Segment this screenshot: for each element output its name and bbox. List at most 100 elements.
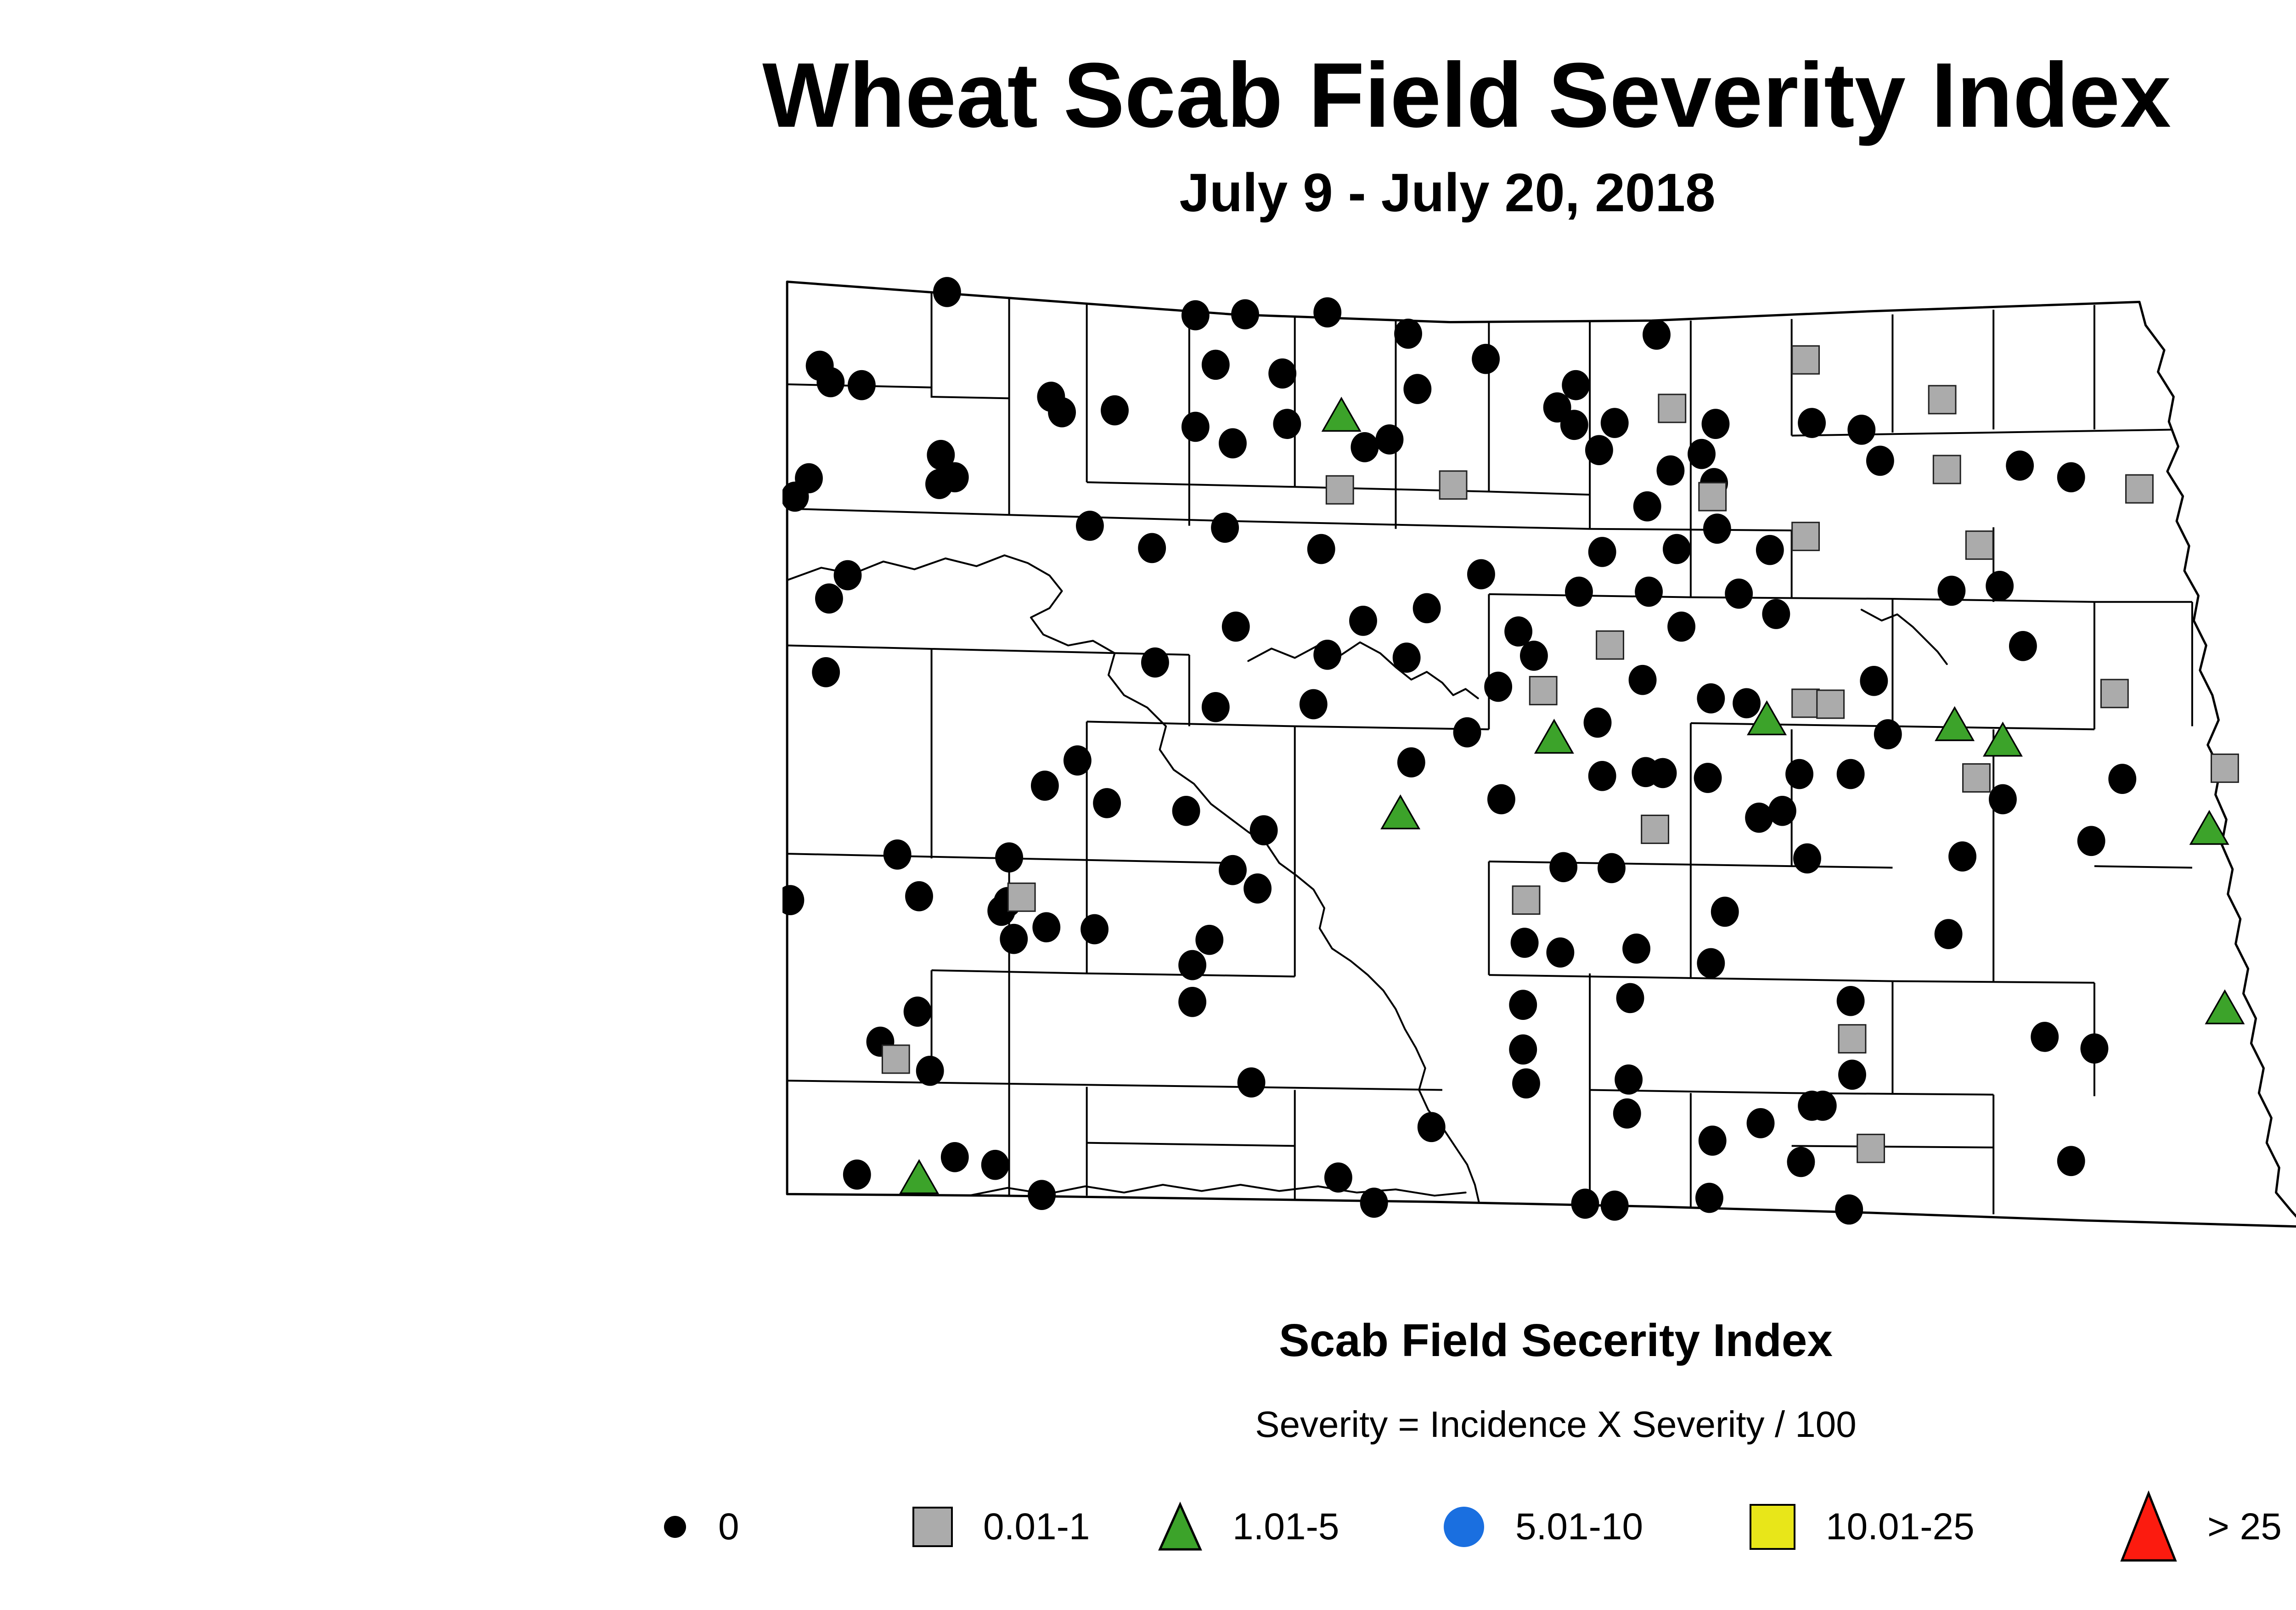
map-marker-dot xyxy=(1030,771,1059,801)
map-marker-dot xyxy=(1643,320,1671,350)
map-marker-dot xyxy=(995,842,1024,873)
page-title: Wheat Scab Field Severity Index xyxy=(762,44,2171,146)
map-marker-dot xyxy=(1733,688,1761,719)
map-marker-dot xyxy=(1512,1068,1540,1099)
map-marker-dot xyxy=(1181,300,1210,331)
map-marker-dot xyxy=(1989,784,2017,815)
map-marker-dot xyxy=(1866,445,1894,476)
map-marker-square xyxy=(881,1044,910,1074)
map-marker-dot xyxy=(1201,349,1230,380)
map-marker-dot xyxy=(1838,1059,1866,1090)
map-marker-dot xyxy=(1417,1112,1446,1143)
map-marker-square xyxy=(1698,482,1727,512)
map-marker-dot xyxy=(927,439,955,470)
map-marker-dot xyxy=(1874,719,1902,749)
map-marker-dot xyxy=(1571,1188,1599,1219)
map-marker-square xyxy=(1791,522,1820,552)
map-marker-square xyxy=(1838,1024,1867,1054)
map-marker-dot xyxy=(1141,647,1169,678)
map-marker-dot xyxy=(1701,409,1730,439)
map-marker-dot xyxy=(1237,1067,1266,1098)
map-marker-dot xyxy=(1313,639,1342,670)
map-marker-dot xyxy=(1509,990,1537,1020)
map-marker-dot xyxy=(1313,297,1342,328)
map-marker-dot xyxy=(1622,933,1650,964)
map-marker-dot xyxy=(2080,1033,2109,1064)
map-marker-square xyxy=(1529,676,1558,705)
legend-item-4: 5.01-10 xyxy=(1442,1474,1643,1580)
map-marker-dot xyxy=(1847,414,1876,445)
legend-item-1: 0 xyxy=(661,1474,739,1580)
map-marker-dot xyxy=(1583,707,1612,738)
map-marker-dot xyxy=(1268,358,1297,389)
map-marker-triangle xyxy=(1321,396,1362,432)
map-marker-dot xyxy=(1948,841,1976,872)
map-marker-square xyxy=(1791,688,1820,718)
map-marker-dot xyxy=(1745,802,1773,833)
map-marker-dot xyxy=(1349,606,1377,636)
map-marker-dot xyxy=(1519,641,1548,671)
map-marker-square xyxy=(2211,753,2239,783)
map-marker-dot xyxy=(2077,826,2105,856)
map-marker-dot xyxy=(1697,948,1725,979)
map-marker-dot xyxy=(1080,914,1109,945)
legend-item-5: 10.01-25 xyxy=(1749,1474,1975,1580)
map-marker-dot xyxy=(1549,852,1578,883)
map-marker-dot xyxy=(1808,1091,1837,1121)
map-marker-dot xyxy=(883,839,912,870)
map-marker-dot xyxy=(1616,983,1644,1013)
map-marker-dot xyxy=(1028,1180,1056,1210)
map-marker-dot xyxy=(848,370,876,400)
map-marker-dot xyxy=(1633,491,1661,522)
map-marker-dot xyxy=(1453,717,1481,748)
map-marker-dot xyxy=(1762,599,1790,629)
legend-label: 1.01-5 xyxy=(1232,1506,1339,1548)
map-marker-dot xyxy=(782,481,809,512)
map-marker-dot xyxy=(1934,919,1963,949)
map-marker-square xyxy=(1325,475,1354,505)
map-marker-dot xyxy=(1403,374,1432,404)
map-marker-dot xyxy=(1392,642,1421,673)
devils-lake xyxy=(1248,642,1478,698)
state-outline xyxy=(787,282,2296,1227)
map-marker-dot xyxy=(1697,683,1725,714)
map-marker-triangle xyxy=(2205,989,2245,1025)
map-marker-square xyxy=(1658,394,1687,423)
map-marker-dot xyxy=(903,996,932,1027)
map-marker-square xyxy=(2100,679,2129,709)
map-marker-dot xyxy=(1360,1188,1388,1218)
map-marker-dot xyxy=(1562,370,1590,400)
legend-formula: Severity = Incidence X Severity / 100 xyxy=(1255,1404,1857,1445)
map-marker-dot xyxy=(1600,1190,1629,1221)
map-marker-dot xyxy=(2108,764,2137,794)
map-marker-dot xyxy=(1178,987,1207,1017)
legend-label: 0.01-1 xyxy=(983,1506,1090,1548)
map-marker-dot xyxy=(1694,763,1722,793)
dot-swatch-icon xyxy=(661,1513,689,1541)
map-marker-dot xyxy=(1484,671,1513,702)
map-marker-dot xyxy=(1613,1098,1641,1129)
map-marker-dot xyxy=(2057,462,2085,493)
map-marker-dot xyxy=(1273,409,1301,439)
map-marker-dot xyxy=(1472,343,1500,374)
map-marker-square xyxy=(2125,474,2154,504)
map-marker-dot xyxy=(2006,450,2034,481)
legend-label: 10.01-25 xyxy=(1826,1506,1975,1548)
map-marker-dot xyxy=(2057,1146,2085,1177)
map-marker-dot xyxy=(1048,397,1076,428)
square-swatch-icon xyxy=(912,1506,954,1548)
map-marker-triangle xyxy=(2189,810,2229,845)
map-marker-dot xyxy=(1656,455,1685,486)
map-marker-dot xyxy=(1667,611,1696,642)
map-marker-dot xyxy=(1756,535,1784,565)
map-marker-dot xyxy=(1231,299,1259,330)
map-marker-dot xyxy=(1000,923,1028,954)
map-marker-dot xyxy=(1394,318,1422,349)
map-marker-dot xyxy=(1565,576,1593,607)
map-marker-dot xyxy=(1504,616,1533,647)
map-marker-dot xyxy=(1178,950,1207,980)
map-svg xyxy=(782,277,2296,1245)
legend-row: 0 0.01-1 1.01-5 5.01-10 10.01-25 > 25 xyxy=(0,1474,2296,1580)
triangle-swatch-icon xyxy=(2119,1491,2178,1563)
map-marker-dot xyxy=(812,657,840,687)
